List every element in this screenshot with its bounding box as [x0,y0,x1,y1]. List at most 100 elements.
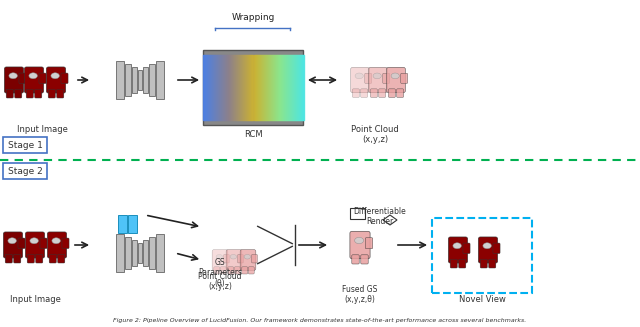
FancyBboxPatch shape [6,89,13,98]
FancyBboxPatch shape [401,73,408,83]
FancyBboxPatch shape [128,215,137,233]
FancyBboxPatch shape [35,89,42,98]
FancyBboxPatch shape [214,267,220,274]
FancyBboxPatch shape [432,218,532,293]
FancyBboxPatch shape [5,254,12,263]
Text: Stage 2: Stage 2 [8,166,42,176]
FancyBboxPatch shape [226,250,242,270]
FancyBboxPatch shape [351,67,369,93]
FancyBboxPatch shape [143,67,147,93]
FancyBboxPatch shape [138,70,141,90]
Text: Stage 1: Stage 1 [8,141,42,149]
FancyBboxPatch shape [353,89,360,97]
FancyBboxPatch shape [19,73,26,84]
FancyBboxPatch shape [352,255,359,264]
Text: Point Cloud
(x,y,z): Point Cloud (x,y,z) [198,272,242,291]
FancyBboxPatch shape [148,237,154,269]
Ellipse shape [51,73,60,79]
Ellipse shape [230,254,237,259]
FancyBboxPatch shape [49,254,56,263]
FancyBboxPatch shape [115,234,124,272]
FancyBboxPatch shape [379,89,385,97]
FancyBboxPatch shape [28,254,35,263]
FancyBboxPatch shape [48,89,55,98]
FancyBboxPatch shape [493,243,500,253]
FancyBboxPatch shape [131,67,136,93]
FancyBboxPatch shape [203,50,303,125]
FancyBboxPatch shape [58,254,65,263]
FancyBboxPatch shape [39,73,46,84]
FancyBboxPatch shape [40,238,47,249]
FancyBboxPatch shape [57,89,64,98]
FancyBboxPatch shape [61,73,68,84]
FancyBboxPatch shape [125,64,131,96]
FancyBboxPatch shape [459,259,466,268]
Ellipse shape [355,73,364,79]
FancyBboxPatch shape [397,89,404,97]
Text: GS
Parameters
(θ): GS Parameters (θ) [198,258,242,288]
FancyBboxPatch shape [46,67,66,93]
Text: Input Image: Input Image [10,295,60,304]
FancyBboxPatch shape [125,237,131,269]
FancyBboxPatch shape [212,250,228,270]
FancyBboxPatch shape [26,89,33,98]
FancyBboxPatch shape [15,89,22,98]
FancyBboxPatch shape [480,259,487,268]
FancyBboxPatch shape [156,234,163,272]
FancyBboxPatch shape [131,240,136,266]
FancyBboxPatch shape [3,232,22,258]
FancyBboxPatch shape [489,259,496,268]
FancyBboxPatch shape [26,232,45,258]
FancyBboxPatch shape [478,237,498,263]
FancyBboxPatch shape [237,254,243,263]
FancyBboxPatch shape [4,67,24,93]
FancyBboxPatch shape [18,238,25,249]
FancyBboxPatch shape [143,240,147,266]
Text: Fused GS
(x,y,z,θ): Fused GS (x,y,z,θ) [342,285,378,304]
FancyBboxPatch shape [47,232,67,258]
FancyBboxPatch shape [252,254,257,263]
FancyBboxPatch shape [387,67,405,93]
FancyBboxPatch shape [148,64,154,96]
Ellipse shape [244,254,251,259]
FancyBboxPatch shape [3,163,47,179]
FancyBboxPatch shape [365,73,372,83]
FancyBboxPatch shape [240,250,256,270]
Text: Point Cloud
(x,y,z): Point Cloud (x,y,z) [351,125,399,145]
FancyBboxPatch shape [449,237,468,263]
Ellipse shape [355,237,364,244]
FancyBboxPatch shape [369,67,387,93]
FancyBboxPatch shape [242,267,248,274]
FancyBboxPatch shape [62,238,69,249]
Ellipse shape [9,73,17,79]
FancyBboxPatch shape [138,243,141,263]
FancyBboxPatch shape [3,137,47,153]
Text: RCM: RCM [244,130,262,139]
FancyBboxPatch shape [365,238,372,249]
Text: Novel View: Novel View [459,295,506,304]
Text: Wrapping: Wrapping [231,13,275,22]
FancyBboxPatch shape [350,231,370,259]
FancyBboxPatch shape [36,254,43,263]
Text: Input Image: Input Image [17,125,67,134]
Ellipse shape [29,73,37,79]
FancyBboxPatch shape [156,61,163,99]
Ellipse shape [483,243,492,249]
Ellipse shape [453,243,461,249]
FancyBboxPatch shape [361,89,367,97]
Ellipse shape [216,254,223,259]
FancyBboxPatch shape [13,254,20,263]
FancyBboxPatch shape [115,61,124,99]
Polygon shape [383,215,397,225]
FancyBboxPatch shape [248,267,254,274]
Text: Figure 2: Pipeline Overview of LucidFusion. Our framework demonstrates state-of-: Figure 2: Pipeline Overview of LucidFusi… [113,318,527,323]
FancyBboxPatch shape [371,89,378,97]
FancyBboxPatch shape [234,267,240,274]
Ellipse shape [30,238,38,244]
FancyBboxPatch shape [228,267,234,274]
Ellipse shape [52,238,60,244]
Ellipse shape [391,73,399,79]
FancyBboxPatch shape [349,208,365,218]
Ellipse shape [373,73,381,79]
FancyBboxPatch shape [450,259,458,268]
